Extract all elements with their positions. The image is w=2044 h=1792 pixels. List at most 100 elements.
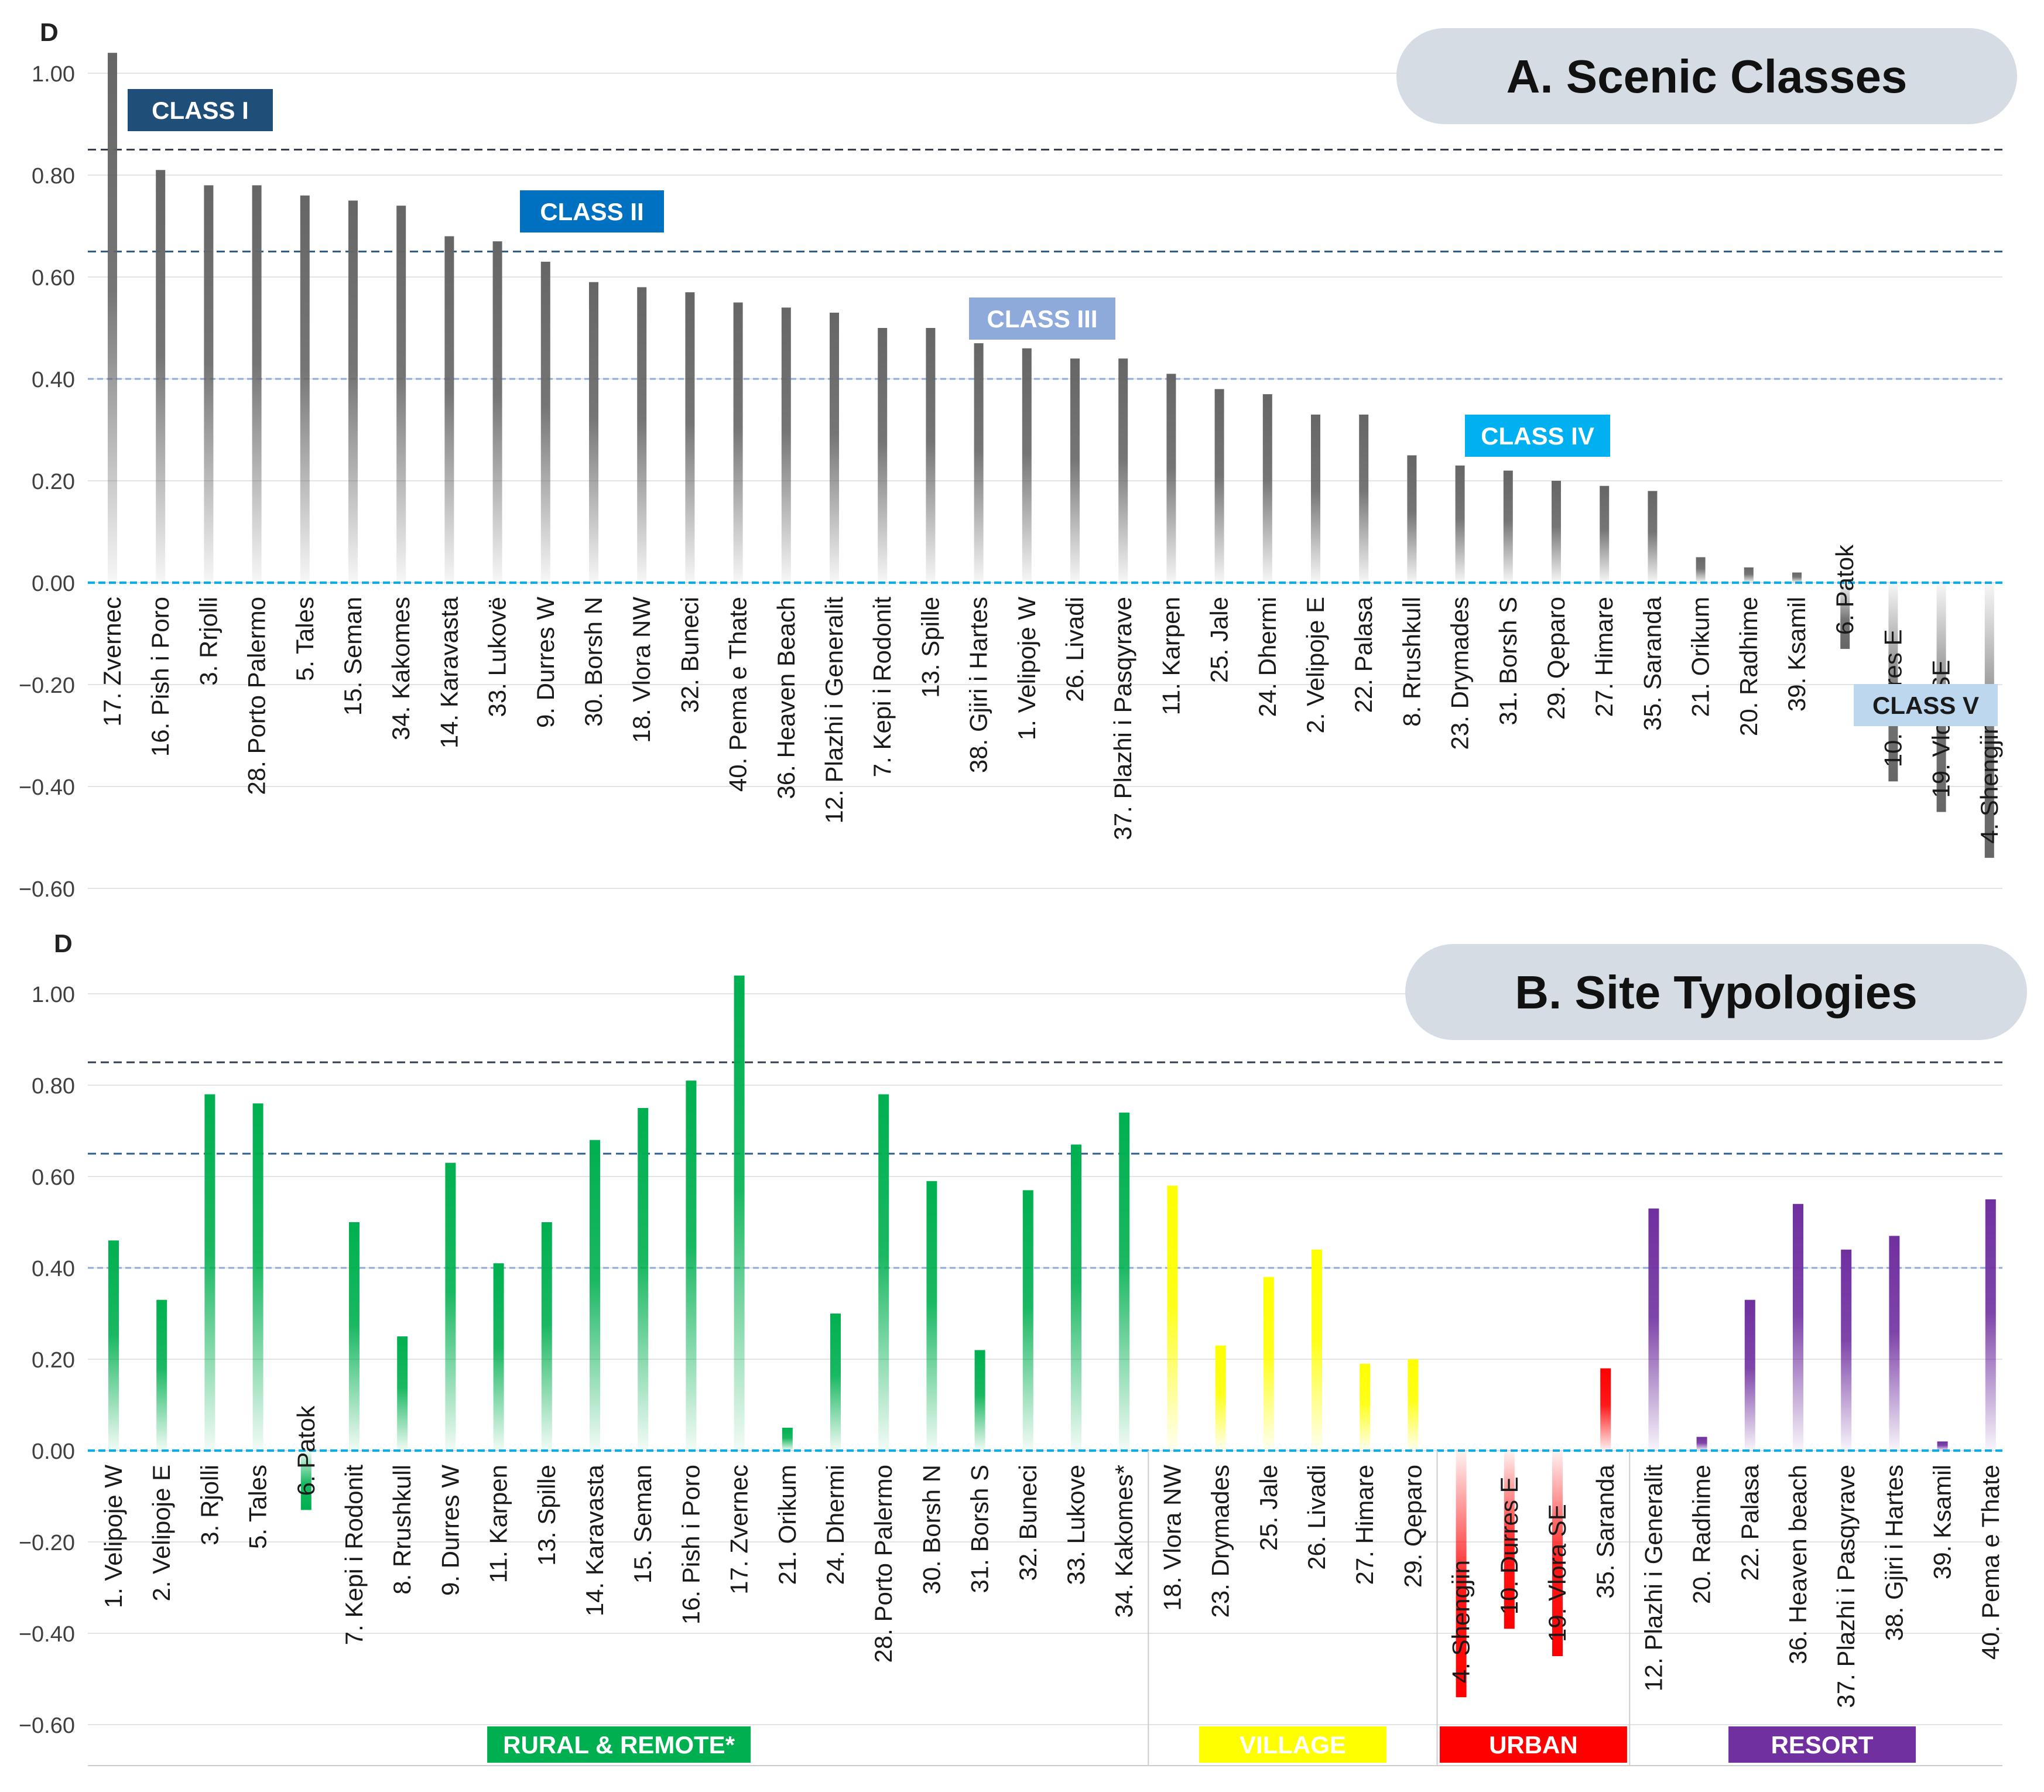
x-tick-label: 33. Lukove [1062, 1465, 1090, 1585]
x-tick-label: 21. Orikum [773, 1465, 801, 1585]
x-tick-label: 31. Borsh S [1494, 597, 1522, 725]
bar [830, 1314, 841, 1451]
y-tick-label: −0.20 [19, 1531, 75, 1555]
x-tick-label: 29. Qeparo [1542, 597, 1570, 720]
x-tick-label: 23. Drymades [1446, 597, 1474, 750]
x-tick-label: 35. Saranda [1591, 1464, 1619, 1598]
x-tick-label: 39. Ksamil [1929, 1465, 1956, 1579]
x-tick-label: 31. Borsh S [966, 1465, 994, 1593]
x-tick-label: 20. Radhime [1688, 1465, 1716, 1604]
x-tick-label: 5. Tales [244, 1465, 272, 1549]
class-badge [1854, 684, 1998, 726]
bar [974, 343, 984, 583]
bar [204, 1094, 215, 1451]
class-badge-label: RURAL & REMOTE* [503, 1731, 735, 1759]
bar [492, 241, 502, 583]
x-tick-label: 37. Plazhi i Pasqyrave [1832, 1465, 1860, 1708]
bar [781, 307, 791, 583]
x-tick-label: 17. Zvernec [725, 1465, 753, 1595]
x-tick-label: 3. Rrjolli [194, 597, 222, 686]
class-badge [969, 297, 1115, 340]
x-tick-label: 6. Patok [292, 1405, 320, 1496]
y-tick-label: −0.60 [19, 877, 75, 902]
bar [1504, 1451, 1515, 1629]
x-tick-label: 30. Borsh N [917, 1465, 945, 1595]
bar [926, 328, 936, 583]
x-tick-label: 13. Spille [533, 1465, 560, 1566]
y-tick-label: 0.40 [32, 368, 75, 392]
x-tick-label: 17. Zvernec [98, 597, 126, 727]
bar [1648, 1208, 1659, 1451]
title-pill [1396, 28, 2017, 124]
bar [1793, 1203, 1803, 1451]
bar [1166, 374, 1176, 583]
x-tick-label: 36. Heaven Beach [772, 597, 800, 799]
axis-corner-label: D [54, 929, 73, 958]
x-tick-label: 14. Karavasta [435, 596, 463, 748]
x-tick-label: 12. Plazhi i Generalit [1639, 1465, 1667, 1692]
y-tick-label: −0.60 [19, 1714, 75, 1738]
bar [1359, 414, 1369, 583]
x-tick-label: 24. Dhermi [1254, 597, 1281, 717]
bar [590, 1140, 600, 1451]
y-tick-label: 0.80 [32, 1074, 75, 1099]
y-tick-label: 0.20 [32, 1348, 75, 1373]
y-tick-label: 0.20 [32, 470, 75, 494]
bar [1118, 358, 1128, 583]
x-tick-label: 36. Heaven beach [1784, 1465, 1812, 1664]
axis-corner-label: D [40, 18, 59, 47]
bar [540, 261, 550, 583]
x-tick-label: 25. Jale [1255, 1465, 1282, 1551]
x-tick-label: 27. Himare [1351, 1465, 1378, 1585]
bar [1840, 583, 1850, 649]
y-tick-label: 0.00 [32, 572, 75, 596]
bar [348, 200, 358, 583]
bar [108, 53, 117, 583]
bar [156, 1299, 167, 1451]
bar [1071, 1144, 1081, 1451]
x-tick-label: 39. Ksamil [1783, 597, 1810, 712]
bar [1311, 414, 1320, 583]
bar [300, 195, 310, 583]
y-tick-label: 0.80 [32, 164, 75, 189]
x-tick-label: 28. Porto Palermo [869, 1465, 897, 1663]
x-tick-label: 23. Drymades [1207, 1465, 1234, 1617]
x-tick-label: 7. Kepi i Rodonit [868, 597, 896, 778]
class-badge-label: CLASS V [1872, 692, 1979, 719]
chart-title: A. Scenic Classes [1507, 50, 1908, 102]
x-tick-label: 26. Livadi [1061, 597, 1088, 702]
bar [252, 185, 262, 583]
bar [1600, 485, 1610, 583]
class-badge-label: CLASS III [987, 305, 1097, 333]
bar [1985, 1199, 1996, 1451]
bar [1648, 491, 1658, 583]
x-tick-label: 12. Plazhi i Generalit [820, 597, 848, 824]
x-tick-label: 19. Vlora SE [1927, 660, 1955, 798]
bar [926, 1181, 937, 1451]
bar [444, 236, 454, 583]
x-tick-label: 11. Karpen [1157, 597, 1184, 715]
bar [1889, 1236, 1900, 1451]
bar [1262, 394, 1272, 583]
bar [1937, 1441, 1948, 1451]
x-tick-label: 18. Vlora NW [628, 597, 655, 743]
x-tick-label: 8. Rrushkull [388, 1465, 416, 1595]
class-badge [487, 1726, 751, 1763]
class-badge [1199, 1726, 1386, 1763]
y-tick-label: 0.40 [32, 1257, 75, 1281]
panel-b: 1.00 0.80 0.60 0.40 0.20 0.00 −0.20 −0.40 −0.60 D… [19, 929, 2027, 1766]
x-tick-label: 16. Pish i Poro [677, 1465, 704, 1625]
bar [1696, 557, 1706, 583]
bar [1312, 1249, 1322, 1451]
x-tick-label: 9. Durres W [436, 1465, 464, 1596]
bar [1503, 470, 1513, 583]
x-tick-label: 32. Buneci [676, 597, 703, 713]
x-tick-label: 2. Velipoje E [148, 1465, 175, 1602]
x-tick-label: 32. Buneci [1014, 1465, 1042, 1581]
bar [589, 282, 598, 583]
x-tick-label: 5. Tales [291, 597, 319, 681]
bar [638, 1108, 649, 1451]
y-tick-label: 0.60 [32, 266, 75, 290]
